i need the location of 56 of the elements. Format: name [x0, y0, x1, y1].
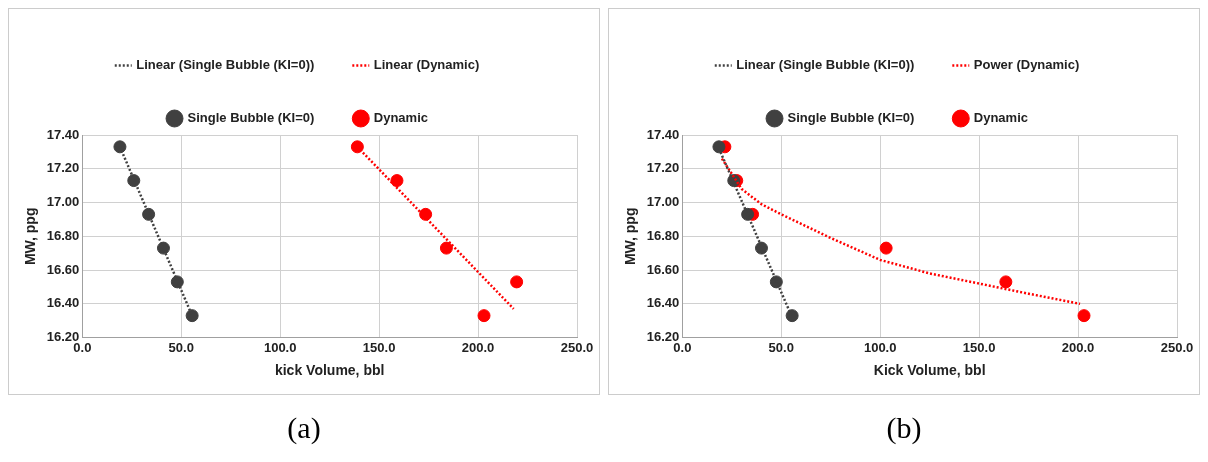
legend-label: Single Bubble (KI=0) [787, 110, 915, 126]
y-tick-label: 16.60 [646, 261, 680, 277]
point [113, 140, 127, 154]
y-tick-label: 17.00 [646, 194, 680, 210]
y-axis-title: MW, ppg [622, 207, 639, 266]
y-tick-label: 17.20 [646, 160, 680, 176]
point [754, 241, 768, 255]
y-tick-label: 17.20 [46, 160, 80, 176]
point [712, 140, 726, 154]
x-tick-label: 50.0 [168, 339, 194, 355]
point [390, 174, 404, 188]
point [879, 241, 893, 255]
point [1077, 309, 1091, 323]
point [127, 174, 141, 188]
x-tick-label: 50.0 [768, 339, 794, 355]
legend-label: Linear (Single Bubble (KI=0)) [136, 57, 315, 73]
y-tick-label: 17.40 [646, 126, 680, 142]
legend-label: Dynamic [973, 110, 1028, 126]
legend-label: Single Bubble (KI=0) [187, 110, 315, 126]
point [769, 275, 783, 289]
point [156, 241, 170, 255]
y-tick-label: 16.40 [646, 295, 680, 311]
x-tick-label: 200.0 [1061, 339, 1095, 355]
legend-label: Dynamic [373, 110, 428, 126]
point [741, 207, 755, 221]
x-axis-title: Kick Volume, bbl [873, 362, 986, 379]
y-axis-title: MW, ppg [22, 207, 39, 266]
x-tick-label: 150.0 [362, 339, 396, 355]
x-tick-label: 200.0 [461, 339, 495, 355]
point [185, 309, 199, 323]
y-tick-label: 16.80 [46, 227, 80, 243]
text: (a) [286, 411, 322, 445]
x-tick-label: 250.0 [560, 339, 594, 355]
line-series [720, 157, 1082, 306]
x-tick-label: 250.0 [1160, 339, 1194, 355]
x-tick-label: 100.0 [863, 339, 897, 355]
point [785, 309, 799, 323]
legend-label: Power (Dynamic) [973, 57, 1080, 73]
point [439, 241, 453, 255]
text: (b) [885, 411, 923, 445]
point [477, 309, 491, 323]
y-tick-label: 16.60 [46, 261, 80, 277]
point [350, 140, 364, 154]
point [510, 275, 524, 289]
y-tick-label: 16.80 [646, 227, 680, 243]
legend-label: Linear (Single Bubble (KI=0)) [736, 57, 915, 73]
point [142, 207, 156, 221]
y-tick-label: 17.40 [46, 126, 80, 142]
x-axis-title: kick Volume, bbl [274, 362, 385, 379]
point [999, 275, 1013, 289]
x-tick-label: 100.0 [263, 339, 297, 355]
point [419, 207, 433, 221]
y-tick-label: 17.00 [46, 194, 80, 210]
x-tick-label: 150.0 [962, 339, 996, 355]
y-tick-label: 16.40 [46, 295, 80, 311]
legend-label: Linear (Dynamic) [373, 57, 480, 73]
